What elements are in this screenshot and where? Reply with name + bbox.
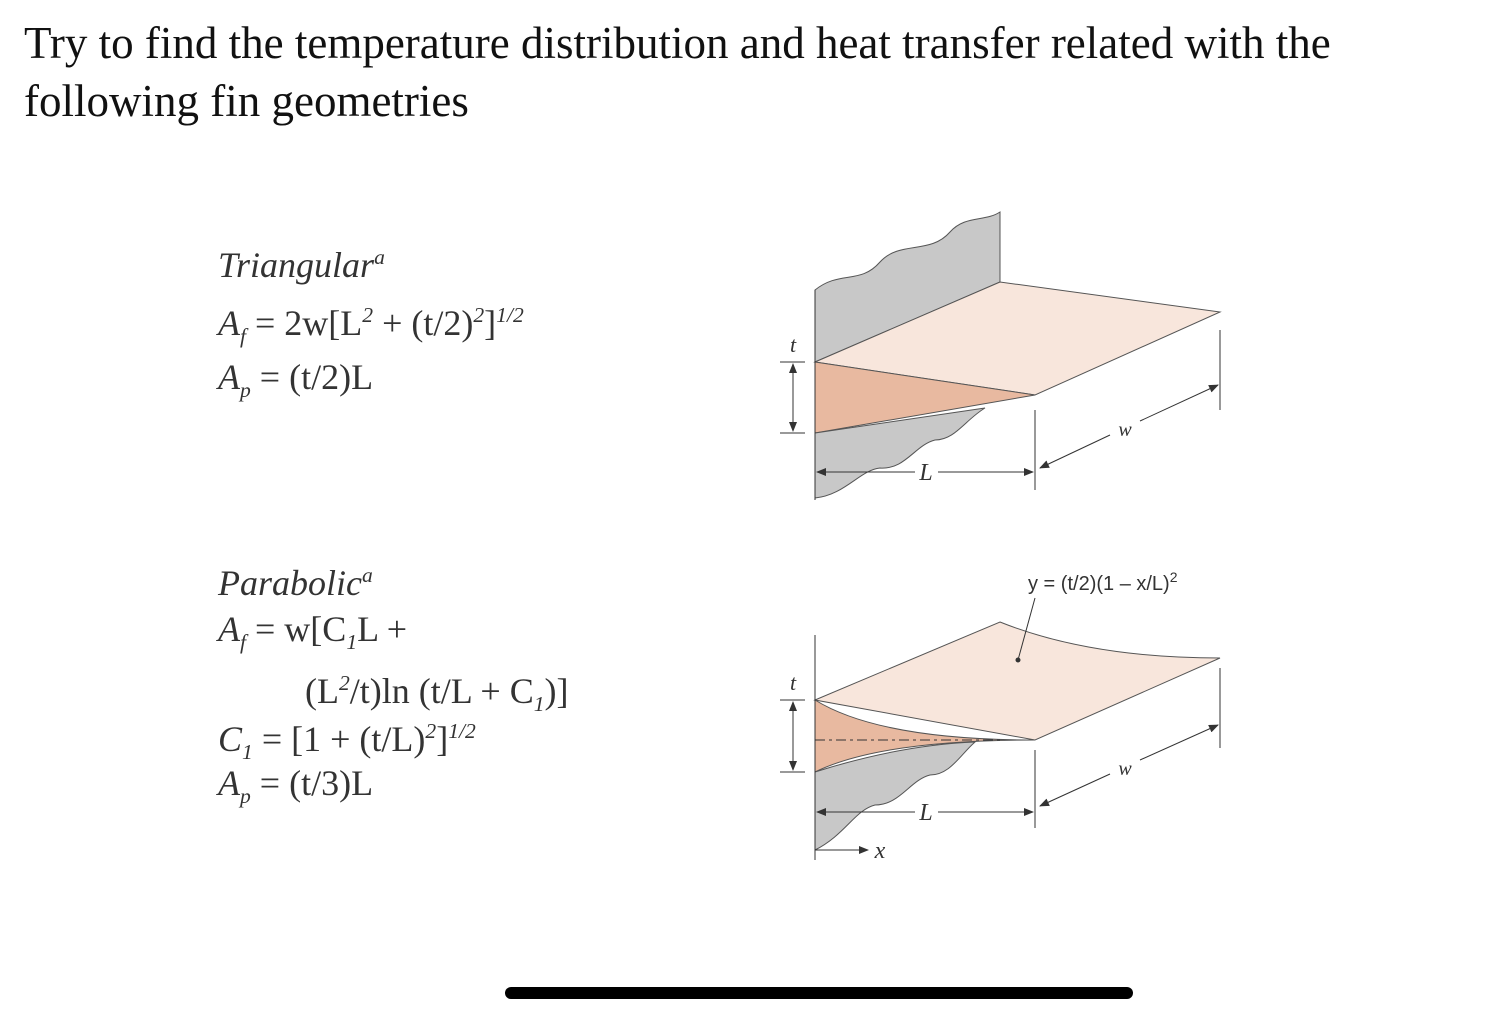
fin-name: Parabolica [218,552,373,606]
t: 1 [533,692,545,717]
formula: Ap = (t/2)L [218,354,373,413]
t: + (t/2) [373,303,474,343]
leader [1017,597,1036,661]
formula: Af = 2w[L2 + (t/2)2]1/2 [218,292,524,359]
t: 1 [242,740,253,765]
t: y = (t/2)(1 – x/L) [1028,573,1170,595]
wall [814,211,1001,363]
t: = 2w[L [246,303,363,343]
name: Parabolic [218,563,362,603]
note: a [374,245,385,269]
t: /t)ln (t/L + C [349,671,534,711]
formula: Af = w[C1L + [218,606,407,665]
t: f [240,630,246,655]
dot [1015,657,1021,663]
formula: Ap = (t/3)L [218,760,373,819]
formula: C1 = [1 + (t/L)2]1/2 [218,708,476,775]
t: A [218,357,240,397]
wall [814,741,977,851]
t: = (t/2)L [250,357,374,397]
t: A [218,303,240,343]
t: 2 [338,671,350,695]
formula: (L2/t)ln (t/L + C1)] [305,660,569,727]
t: )] [544,671,569,711]
fin-side [814,699,1036,773]
t: 2 [473,303,485,327]
t: C [218,719,243,759]
t: 2 [425,719,437,743]
t: f [240,324,246,349]
t: (L [305,671,339,711]
t: p [240,378,251,403]
arrow [1039,434,1111,469]
t: 1/2 [448,719,476,743]
t: 1 [346,630,358,655]
label: L [918,800,932,826]
t: A [218,609,240,649]
t: 2 [1170,569,1178,585]
arrow [1139,724,1219,761]
label: t [790,332,797,357]
label: w [1118,419,1132,441]
name: Triangular [218,245,375,285]
arrow [1039,773,1111,807]
t: ] [484,303,497,343]
label: w [1118,758,1132,780]
t: L + [357,609,408,649]
fin-top [813,621,1221,741]
home-indicator [505,987,1133,999]
label: x [874,838,886,864]
t: 2 [362,303,374,327]
fin-name: Triangulara [218,234,385,288]
t: A [218,763,240,803]
wall [814,407,986,499]
t: 1/2 [496,303,524,327]
curve-label: y = (t/2)(1 – x/L)2 [1028,569,1178,595]
label: t [790,670,797,695]
t: = w[C [246,609,347,649]
t: ] [436,719,449,759]
arrow [1139,384,1219,422]
prompt: Try to find the temperature distribution… [24,18,1331,126]
label: L [918,460,932,486]
note: a [361,563,373,587]
t: = (t/3)L [250,763,374,803]
t: p [240,784,251,809]
t: = [1 + (t/L) [252,719,426,759]
